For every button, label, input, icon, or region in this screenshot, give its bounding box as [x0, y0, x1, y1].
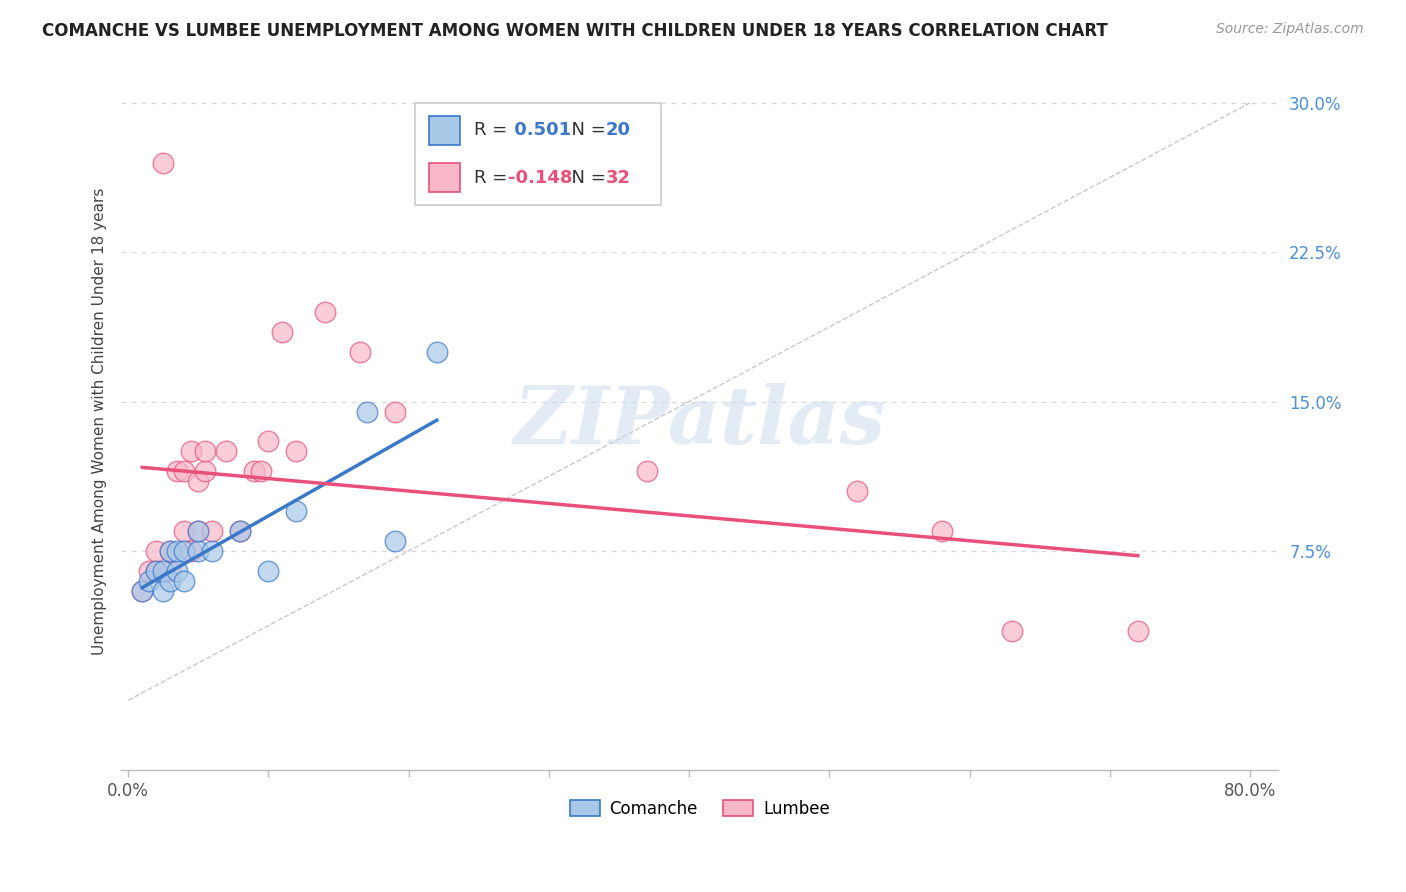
Point [131, 583, 153, 598]
Point [159, 564, 181, 578]
Point [145, 544, 167, 558]
Point [187, 524, 209, 538]
Y-axis label: Unemployment Among Women with Children Under 18 years: Unemployment Among Women with Children U… [93, 188, 107, 656]
Point [180, 444, 202, 458]
Text: ZIPatlas: ZIPatlas [513, 383, 886, 460]
Point [159, 544, 181, 558]
Point [931, 524, 953, 538]
Point [166, 544, 188, 558]
Point [384, 404, 406, 418]
Text: R =: R = [474, 169, 513, 186]
Text: N =: N = [560, 169, 612, 186]
Point [257, 434, 280, 449]
Point [152, 155, 174, 169]
Point [285, 504, 308, 518]
Point [131, 583, 153, 598]
Point [138, 564, 160, 578]
Point [173, 464, 195, 478]
Text: Source: ZipAtlas.com: Source: ZipAtlas.com [1216, 22, 1364, 37]
Point [201, 524, 224, 538]
Text: R =: R = [474, 121, 513, 139]
Text: COMANCHE VS LUMBEE UNEMPLOYMENT AMONG WOMEN WITH CHILDREN UNDER 18 YEARS CORRELA: COMANCHE VS LUMBEE UNEMPLOYMENT AMONG WO… [42, 22, 1108, 40]
Point [356, 404, 378, 418]
Point [152, 583, 174, 598]
Point [187, 524, 209, 538]
Point [201, 544, 224, 558]
Point [166, 464, 188, 478]
Point [215, 444, 238, 458]
Text: 20: 20 [606, 121, 631, 139]
Point [314, 305, 336, 319]
Text: N =: N = [560, 121, 612, 139]
Point [138, 574, 160, 588]
Point [159, 544, 181, 558]
Legend: Comanche, Lumbee: Comanche, Lumbee [562, 793, 837, 824]
Point [173, 574, 195, 588]
Point [194, 464, 217, 478]
Point [271, 325, 294, 339]
Point [173, 524, 195, 538]
Point [285, 444, 308, 458]
Point [173, 544, 195, 558]
Point [229, 524, 252, 538]
Point [846, 484, 869, 499]
Point [159, 574, 181, 588]
Point [229, 524, 252, 538]
Point [384, 533, 406, 548]
Point [257, 564, 280, 578]
Point [152, 564, 174, 578]
Point [250, 464, 273, 478]
Point [145, 564, 167, 578]
Point [349, 344, 371, 359]
Point [194, 444, 217, 458]
Text: -0.148: -0.148 [508, 169, 572, 186]
Text: 0.501: 0.501 [508, 121, 571, 139]
Point [180, 544, 202, 558]
Text: 32: 32 [606, 169, 631, 186]
Point [426, 344, 449, 359]
Point [1001, 624, 1024, 638]
Point [243, 464, 266, 478]
Point [187, 474, 209, 488]
Point [636, 464, 658, 478]
Point [1126, 624, 1149, 638]
Point [166, 564, 188, 578]
Point [145, 564, 167, 578]
Point [187, 544, 209, 558]
